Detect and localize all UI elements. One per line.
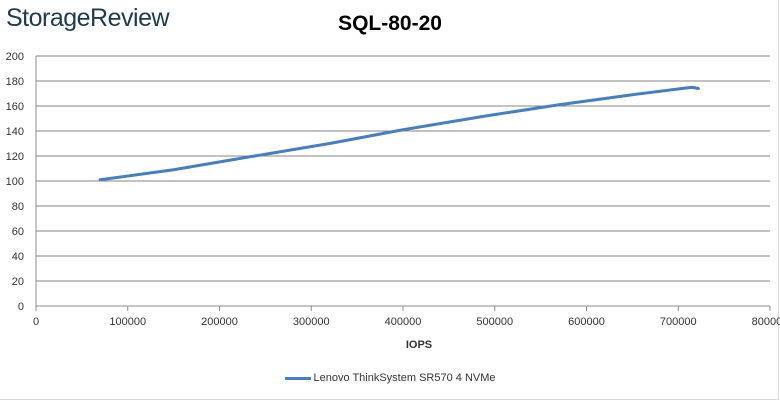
series-layer — [98, 85, 700, 182]
chart-title-text: SQL-80-20 — [338, 12, 442, 35]
x-tick-label: 0 — [33, 316, 39, 328]
x-tick-label: 600000 — [568, 316, 605, 328]
x-tick-label: 400000 — [385, 316, 422, 328]
y-tick-label: 200 — [6, 51, 24, 63]
y-tick-label: 60 — [12, 226, 24, 238]
legend-label: Lenovo ThinkSystem SR570 4 NVMe — [313, 372, 496, 384]
chart-title: SQL-80-20 — [0, 12, 780, 36]
x-axis-ticks: 0 100000 200000 300000 400000 500000 600000 700… — [33, 316, 780, 328]
x-axis-title: IOPS — [406, 339, 432, 351]
x-tick-label: 300000 — [293, 316, 330, 328]
y-tick-label: 120 — [6, 151, 24, 163]
y-tick-label: 0 — [18, 301, 24, 313]
y-tick-label: 180 — [6, 76, 24, 88]
y-tick-label: 140 — [6, 126, 24, 138]
legend-swatch — [284, 376, 311, 380]
y-tick-label: 80 — [12, 201, 24, 213]
y-tick-label: 160 — [6, 101, 24, 113]
brand-logo: StorageReview — [6, 4, 170, 32]
series-line — [98, 85, 700, 182]
x-tick-label: 700000 — [660, 316, 697, 328]
x-tick-label: 200000 — [201, 316, 238, 328]
x-tick-label: 100000 — [109, 316, 146, 328]
y-axis-ticks: 0 20 40 60 80 100 120 140 160 180 200 — [6, 51, 24, 313]
y-tick-label: 100 — [6, 176, 24, 188]
gridlines — [35, 55, 771, 311]
y-tick-label: 40 — [12, 251, 24, 263]
x-tick-label: 800000 — [752, 316, 780, 328]
y-tick-label: 20 — [12, 276, 24, 288]
x-tick-label: 500000 — [476, 316, 513, 328]
legend: Lenovo ThinkSystem SR570 4 NVMe — [0, 372, 780, 384]
